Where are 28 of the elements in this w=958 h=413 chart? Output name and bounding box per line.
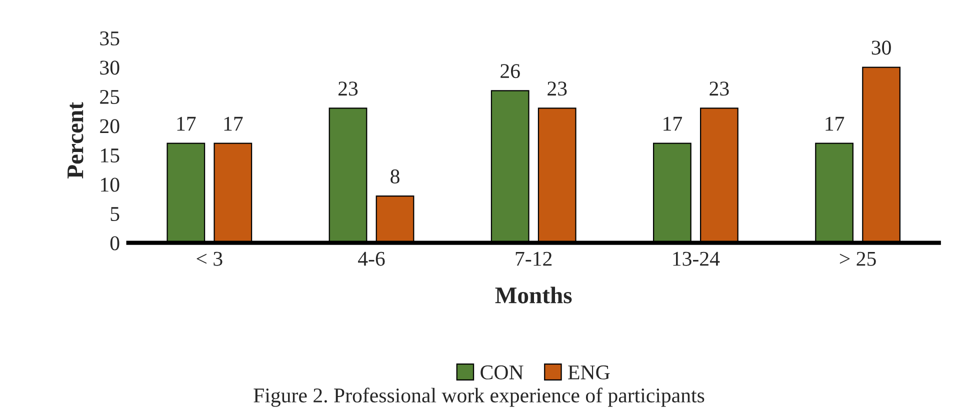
y-tick-label: 20 <box>100 119 120 134</box>
y-tick-label: 15 <box>101 148 120 162</box>
y-tick-label: 10 <box>101 178 120 192</box>
legend-label: CON <box>480 365 524 380</box>
x-axis-title: Months <box>495 286 572 304</box>
data-label: 8 <box>390 169 400 184</box>
data-label: 26 <box>500 64 520 78</box>
y-tick-label: 35 <box>100 31 120 46</box>
x-tick-label: < 3 <box>196 252 222 266</box>
data-label: 23 <box>548 82 567 96</box>
x-tick-label: 7-12 <box>516 252 552 266</box>
legend-label: ENG <box>568 365 610 380</box>
x-tick-label: > 25 <box>840 252 876 266</box>
y-tick-label: 5 <box>110 207 120 222</box>
y-tick-label: 0 <box>110 236 120 250</box>
data-label: 30 <box>872 40 891 55</box>
data-label: 23 <box>338 82 358 96</box>
data-label: 17 <box>224 116 243 131</box>
x-tick-label: 13-24 <box>673 252 720 266</box>
data-label: 17 <box>826 116 844 131</box>
x-tick-label: 4-6 <box>358 252 385 266</box>
data-label: 23 <box>710 82 729 96</box>
y-tick-label: 30 <box>100 60 120 75</box>
caption: Figure 2. Professional work experience of participants <box>254 388 704 407</box>
data-label: 17 <box>664 116 682 131</box>
y-axis-title: Percent <box>68 102 84 178</box>
data-label: 17 <box>177 116 196 131</box>
y-tick-label: 25 <box>100 90 120 104</box>
